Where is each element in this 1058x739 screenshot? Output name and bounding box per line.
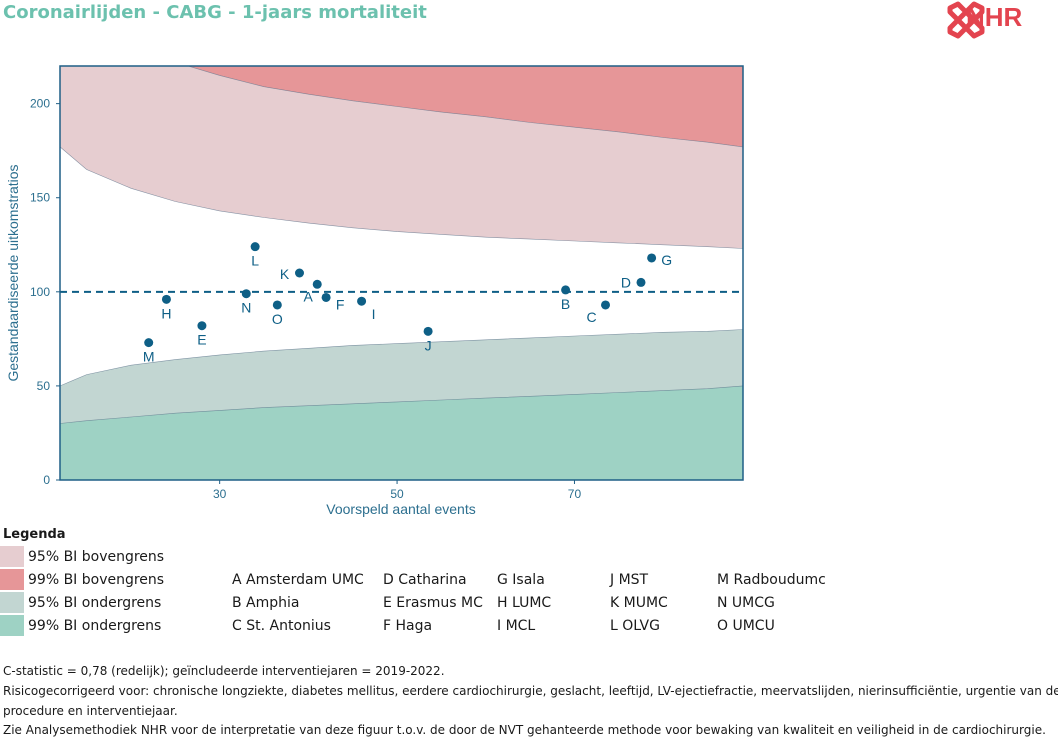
axes: 0 50 100 150 200 30 50 70: [30, 65, 744, 501]
hospital-key-item: K MUMC: [610, 595, 668, 611]
y-axis-label: Gestandaardiseerde uitkomstratios: [5, 164, 21, 381]
data-point-i: [357, 296, 367, 306]
legend-swatch: [0, 615, 24, 636]
y-tick-label: 150: [30, 191, 50, 205]
x-tick-label: 30: [213, 487, 227, 501]
y-tick-label: 200: [30, 97, 50, 111]
data-point-b: [561, 285, 571, 295]
data-point-k: [294, 268, 304, 278]
footnote: Risicogecorrigeerd voor: chronische long…: [3, 684, 1058, 698]
legend-item: 95% BI bovengrens: [0, 546, 164, 567]
data-point-l: [250, 242, 260, 252]
data-point-label-d: D: [621, 274, 631, 290]
hospital-key-item: M Radboudumc: [717, 572, 826, 588]
data-point-label-h: H: [161, 305, 171, 321]
x-tick-label: 50: [390, 487, 404, 501]
data-point-c: [601, 300, 611, 310]
hospital-key-item: H LUMC: [497, 595, 552, 611]
bands-group: [60, 66, 743, 480]
data-point-n: [241, 289, 251, 299]
legend-item: 99% BI bovengrens: [0, 569, 164, 590]
hospital-key-item: B Amphia: [232, 595, 300, 611]
data-point-j: [423, 326, 433, 336]
plot-frame: [59, 65, 744, 481]
ci99-upper-band: [188, 66, 743, 147]
hospital-key-item: E Erasmus MC: [383, 595, 483, 611]
ci95-upper-band: [60, 66, 743, 249]
hospital-key-item: N UMCG: [717, 595, 775, 611]
data-point-label-j: J: [425, 337, 432, 353]
data-point-label-o: O: [272, 311, 283, 327]
footnote: procedure en interventiejaar.: [3, 704, 178, 718]
x-tick-label: 70: [568, 487, 582, 501]
legend-swatch: [0, 592, 24, 613]
confidence-bands: [60, 66, 743, 480]
ci95-lower-line: [60, 329, 743, 387]
data-point-label-n: N: [241, 300, 251, 316]
data-point-label-f: F: [336, 296, 345, 312]
legend-label: 99% BI ondergrens: [28, 617, 162, 634]
x-axis-label: Voorspeld aantal events: [326, 501, 475, 517]
legend-item: 99% BI ondergrens: [0, 615, 161, 636]
data-points: A BC D E F G H I J K L M N O: [143, 242, 672, 365]
legend-label: 99% BI bovengrens: [28, 571, 165, 588]
data-point-label-c: C: [586, 309, 596, 325]
data-point-label-b: B: [561, 296, 570, 312]
legend-swatch: [0, 569, 24, 590]
data-point-label-i: I: [372, 306, 376, 322]
data-point-label-a: A: [304, 288, 314, 304]
nhr-logo-icon: [947, 1, 985, 39]
hospital-key-item: D Catharina: [383, 572, 467, 588]
data-point-f: [321, 292, 331, 302]
legend-label: 95% BI bovengrens: [28, 548, 165, 565]
y-tick-label: 50: [37, 379, 51, 393]
chart-title: Coronairlijden - CABG - 1-jaars mortalit…: [3, 2, 427, 23]
ci95-upper-line: [60, 146, 743, 249]
hospital-key-item: F Haga: [383, 618, 433, 634]
hospital-key-item: O UMCU: [717, 618, 775, 634]
hospital-key-item: A Amsterdam UMC: [232, 572, 364, 588]
ci99-lower-line: [60, 385, 743, 424]
hospital-key-item: J MST: [610, 572, 649, 588]
footnote: C-statistic = 0,78 (redelijk); geïnclude…: [3, 664, 445, 678]
hospital-key-item: C St. Antonius: [232, 618, 331, 634]
legend-title: Legenda: [3, 527, 66, 542]
logo-text: NHR: [966, 2, 1023, 32]
hospital-key-item: G Isala: [497, 572, 545, 588]
ci99-upper-line: [187, 66, 743, 148]
hospital-key-item: L OLVG: [610, 618, 660, 634]
legend-swatch: [0, 546, 24, 567]
legend-item: 95% BI ondergrens: [0, 592, 161, 613]
data-point-label-l: L: [251, 253, 259, 269]
data-point-d: [636, 277, 646, 287]
data-point-label-g: G: [661, 252, 672, 268]
data-point-o: [272, 300, 282, 310]
ci99-lower-band: [60, 385, 743, 480]
footnote: Zie Analysemethodiek NHR voor de interpr…: [3, 723, 1046, 737]
legend-label: 95% BI ondergrens: [28, 594, 162, 611]
data-point-label-k: K: [280, 266, 290, 282]
data-point-h: [161, 294, 171, 304]
ci95-lower-band: [60, 329, 743, 424]
data-point-e: [197, 321, 207, 331]
y-tick-label: 0: [43, 473, 50, 487]
hospital-key-item: I MCL: [497, 618, 536, 634]
data-point-a: [312, 279, 322, 289]
data-point-m: [144, 338, 154, 348]
data-point-g: [647, 253, 657, 263]
y-tick-label: 100: [30, 285, 50, 299]
data-point-label-e: E: [197, 332, 206, 348]
data-point-label-m: M: [143, 349, 155, 365]
funnel-chart: 0 50 100 150 200 30 50 70 A BC D E F G H I J K L M N O Voors…: [5, 65, 744, 517]
